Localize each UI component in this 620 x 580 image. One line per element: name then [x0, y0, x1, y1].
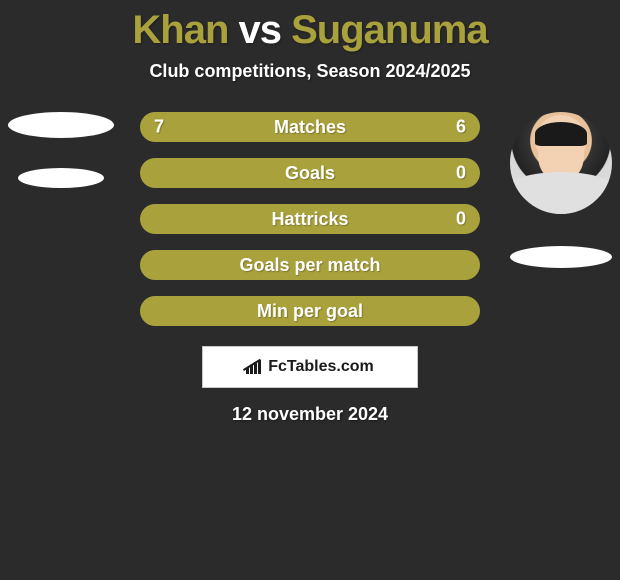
stat-value-right: 0	[456, 163, 466, 184]
title-vs: vs	[239, 8, 282, 52]
stat-bars: 7 6 Matches 0 Goals 0 Hattricks Goals per match…	[140, 112, 480, 326]
decor-ellipse	[8, 112, 114, 138]
stat-value-left: 7	[154, 117, 164, 138]
left-player-placeholder	[8, 112, 114, 188]
stat-bar: Min per goal	[140, 296, 480, 326]
player-avatar	[510, 112, 612, 214]
stat-label: Matches	[274, 117, 346, 138]
stat-value-right: 6	[456, 117, 466, 138]
date-text: 12 november 2024	[0, 404, 620, 425]
brand-box: FcTables.com	[202, 346, 418, 388]
stat-bar: Goals per match	[140, 250, 480, 280]
decor-ellipse	[18, 168, 104, 188]
decor-ellipse	[510, 246, 612, 268]
subtitle: Club competitions, Season 2024/2025	[0, 61, 620, 82]
comparison-content: 7 6 Matches 0 Goals 0 Hattricks Goals per match…	[0, 112, 620, 425]
stat-label: Min per goal	[257, 301, 363, 322]
page-title: Khan vs Suganuma	[0, 0, 620, 53]
stat-label: Goals	[285, 163, 335, 184]
brand-bars-icon	[246, 360, 264, 374]
stat-bar: 7 6 Matches	[140, 112, 480, 142]
stat-value-right: 0	[456, 209, 466, 230]
stat-label: Goals per match	[239, 255, 380, 276]
title-left: Khan	[132, 8, 228, 52]
title-right: Suganuma	[291, 8, 487, 52]
stat-bar: 0 Goals	[140, 158, 480, 188]
stat-bar: 0 Hattricks	[140, 204, 480, 234]
brand-text: FcTables.com	[268, 358, 374, 376]
stat-label: Hattricks	[271, 209, 348, 230]
right-player-placeholder	[510, 112, 612, 268]
